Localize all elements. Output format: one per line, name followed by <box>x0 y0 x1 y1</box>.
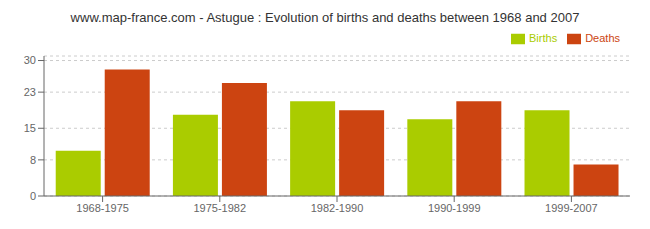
svg-text:1999-2007: 1999-2007 <box>545 202 598 214</box>
svg-text:8: 8 <box>30 154 36 166</box>
svg-text:1975-1982: 1975-1982 <box>193 202 246 214</box>
html-text:Deaths: Deaths <box>585 32 620 44</box>
svg-text:23: 23 <box>24 86 36 98</box>
html-text:www.map-france.com - Astugue :: www.map-france.com - Astugue : Evolution… <box>70 10 580 25</box>
html-text:Births: Births <box>529 32 558 44</box>
svg-text:30: 30 <box>24 54 36 66</box>
svg-text:1968-1975: 1968-1975 <box>76 202 129 214</box>
svg-text:1990-1999: 1990-1999 <box>428 202 481 214</box>
svg-text:1982-1990: 1982-1990 <box>311 202 364 214</box>
svg-text:0: 0 <box>30 190 36 202</box>
svg-text:15: 15 <box>24 122 36 134</box>
